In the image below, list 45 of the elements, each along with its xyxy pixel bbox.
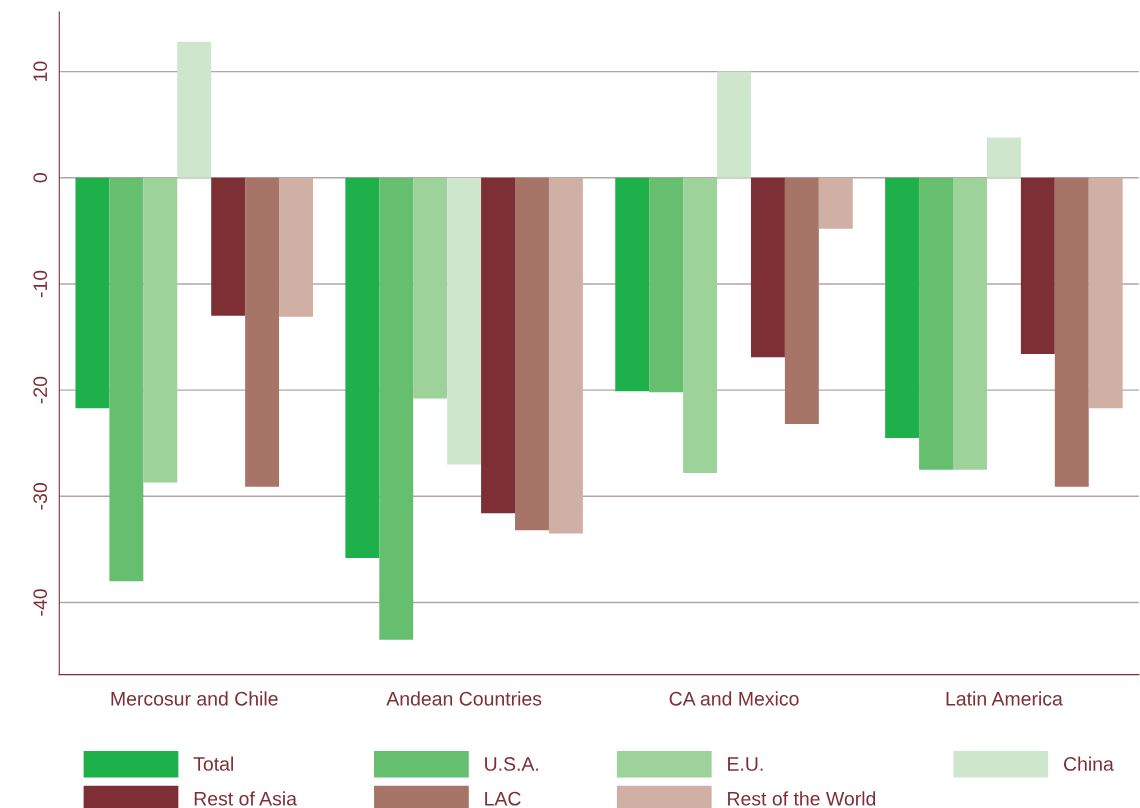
y-tick-label: -10 (33, 270, 48, 298)
bar (515, 177, 549, 531)
bar (1020, 177, 1055, 355)
bar (986, 137, 1021, 178)
y-tick-label: 10 (33, 61, 48, 81)
legend-label: Total (193, 756, 233, 771)
bar (818, 177, 853, 229)
bar (245, 177, 280, 487)
bar (211, 177, 246, 316)
bar (1088, 177, 1123, 409)
bar (784, 177, 819, 425)
bar (447, 177, 482, 465)
y-tick-label: 0 (33, 173, 48, 183)
legend-label: Rest of the World (728, 791, 876, 806)
y-tick-label: -20 (33, 376, 48, 404)
x-tick-label: CA and Mexico (669, 691, 799, 706)
bar (649, 177, 684, 393)
bar (143, 177, 178, 483)
bar (1054, 177, 1089, 487)
y-tick-label: -40 (33, 589, 48, 616)
bar (683, 177, 718, 473)
x-tick-label: Mercosur and Chile (111, 691, 278, 706)
bar (615, 177, 650, 392)
bar (481, 177, 516, 514)
x-tick-label: Andean Countries (386, 691, 542, 706)
bar (279, 177, 313, 317)
bar (919, 177, 954, 470)
bar (953, 177, 987, 470)
bar (379, 177, 414, 640)
bar (177, 41, 212, 178)
bar (75, 177, 110, 409)
legend-label: E.U. (728, 757, 763, 771)
bar (345, 177, 380, 558)
bar (717, 71, 751, 178)
bar (750, 177, 785, 358)
legend-label: China (1064, 756, 1114, 771)
bar (109, 177, 144, 582)
legend-label: LAC (485, 791, 521, 806)
bar (413, 177, 448, 399)
y-tick-label: -30 (33, 483, 48, 510)
bar (548, 177, 583, 534)
legend-label: Rest of Asia (194, 791, 297, 806)
bar (885, 177, 920, 438)
x-tick-label: Latin America (946, 691, 1063, 706)
legend-label: U.S.A. (485, 757, 539, 771)
